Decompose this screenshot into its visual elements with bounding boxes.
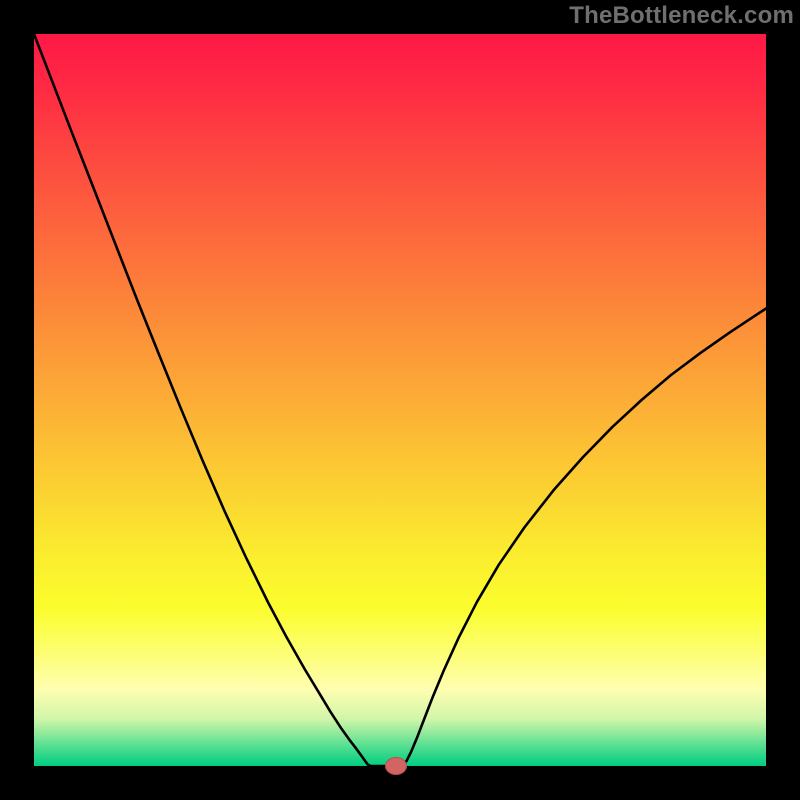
chart-stage: TheBottleneck.com — [0, 0, 800, 800]
watermark-text: TheBottleneck.com — [569, 0, 800, 30]
plot-background — [34, 34, 766, 766]
